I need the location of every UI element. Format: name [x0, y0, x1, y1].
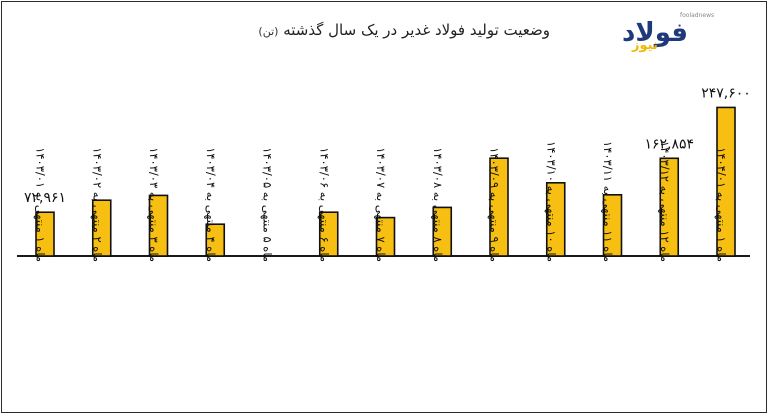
- data-label-12: ۱۶۲,۸۵۴: [644, 136, 694, 152]
- chart-title-block: وضعیت تولید فولاد غدیر در یک سال گذشته (…: [258, 21, 550, 39]
- x-tick-label-13: ماه ۱ منتهی به ۱۴۰۴/۰۱: [715, 147, 729, 262]
- bar-4: [205, 223, 226, 257]
- x-tick-label-3: ماه ۳ منتهی به ۱۴۰۳/۰۳: [147, 147, 161, 262]
- x-tick-label-1: ماه ۱ منتهی به ۱۴۰۳/۰۱: [34, 147, 48, 262]
- bar-3: [148, 194, 169, 257]
- chart-unit: (تن): [258, 25, 279, 38]
- logo-sub: نیوز: [632, 38, 658, 53]
- bar-9: [489, 157, 509, 257]
- x-tick-label-7: ماه ۷ منتهی به ۱۴۰۳/۰۷: [374, 147, 388, 262]
- bar-10: [545, 182, 566, 257]
- chart-title: وضعیت تولید فولاد غدیر در یک سال گذشته: [283, 21, 550, 39]
- data-label-1: ۷۲,۹۶۱: [24, 190, 66, 206]
- x-tick-label-9: ماه ۹ منتهی به ۱۴۰۳/۰۹: [488, 147, 502, 262]
- bar-6: [318, 211, 339, 257]
- data-label-13: ۲۴۷,۶۰۰: [701, 85, 751, 101]
- bar-13: [716, 106, 736, 257]
- logo-text: فولاد: [622, 18, 689, 48]
- x-tick-label-6: ماه ۶ منتهی به ۱۴۰۳/۰۶: [317, 147, 331, 262]
- bar-11: [602, 194, 623, 257]
- x-tick-label-12: ماه ۱۲ منتهی به ۱۴۰۳/۱۲: [658, 141, 672, 262]
- x-tick-label-4: ماه ۴ منتهی به ۱۴۰۳/۰۴: [204, 147, 218, 262]
- bar-2: [91, 199, 112, 257]
- bar-8: [432, 206, 453, 257]
- x-tick-label-5: ماه ۵ منتهی به ۱۴۰۳/۰۵: [261, 147, 275, 262]
- x-tick-label-2: ماه ۲ منتهی به ۱۴۰۳/۰۲: [90, 147, 104, 262]
- bar-1: [35, 211, 55, 257]
- foolad-news-logo: fooladnews فولاد نیوز: [622, 12, 722, 56]
- bar-12: [659, 157, 680, 257]
- bar-7: [375, 216, 396, 257]
- logo-tagline: fooladnews: [680, 12, 715, 19]
- x-tick-label-11: ماه ۱۱ منتهی به ۱۴۰۳/۱۱: [601, 141, 615, 262]
- x-tick-label-10: ماه ۱۰ منتهی به ۱۴۰۳/۱۰: [544, 141, 558, 262]
- x-tick-label-8: ماه ۸ منتهی به ۱۴۰۳/۰۸: [431, 147, 445, 262]
